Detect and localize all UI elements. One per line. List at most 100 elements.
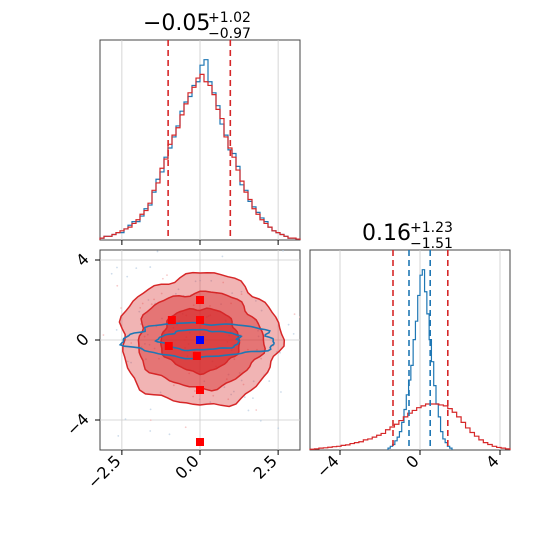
- contour-y-ticks: −4 0 4: [63, 249, 100, 440]
- scatter-point: [166, 274, 168, 277]
- scatter-point: [210, 279, 213, 282]
- scatter-point: [149, 408, 152, 411]
- scatter-point: [203, 380, 206, 383]
- red-marker: [196, 316, 204, 324]
- histogram-panel-y: −4 0 4 0.16 +1.23 −1.51: [309, 220, 511, 482]
- histogram-y-title-plus: +1.23: [410, 220, 453, 236]
- red-marker: [192, 352, 201, 360]
- histogram-y-bars: [309, 269, 511, 450]
- scatter-point: [268, 380, 271, 382]
- scatter-point: [257, 335, 260, 338]
- scatter-point: [161, 277, 164, 280]
- scatter-point: [126, 360, 129, 363]
- contour-panel: −2.5 0.0 2.5 −4 0 4: [63, 243, 367, 534]
- histogram-x-title-plus: +1.02: [208, 10, 251, 26]
- contour-markers: [164, 296, 204, 446]
- scatter-point: [227, 373, 230, 376]
- scatter-point: [209, 401, 212, 404]
- histogram-step-series: [99, 59, 301, 240]
- scatter-point: [149, 430, 152, 432]
- scatter-point: [148, 343, 151, 346]
- scatter-point: [225, 378, 228, 381]
- scatter-point: [277, 427, 280, 430]
- scatter-point: [116, 266, 118, 269]
- scatter-point: [138, 310, 141, 313]
- scatter-point: [198, 398, 201, 401]
- scatter-point: [126, 275, 129, 278]
- scatter-point: [238, 372, 241, 374]
- scatter-point: [185, 532, 187, 534]
- scatter-point: [149, 266, 152, 268]
- scatter-point: [146, 333, 149, 336]
- scatter-point: [223, 386, 226, 389]
- scatter-point: [194, 390, 196, 392]
- scatter-point: [220, 303, 222, 306]
- scatter-point: [299, 316, 300, 319]
- histogram-x-title-minus: −0.97: [208, 26, 251, 42]
- y-tick-label: −4: [63, 409, 93, 439]
- scatter-point: [150, 303, 153, 306]
- scatter-point: [116, 284, 119, 287]
- histogram-x-ticks: [121, 240, 279, 245]
- scatter-point: [149, 419, 152, 422]
- scatter-point: [188, 372, 191, 375]
- scatter-point: [135, 267, 138, 270]
- scatter-point: [254, 299, 257, 302]
- scatter-point: [120, 307, 122, 309]
- y-tick-label: 0: [72, 329, 93, 350]
- scatter-point: [140, 346, 143, 349]
- scatter-point: [130, 361, 132, 364]
- red-marker: [196, 296, 204, 304]
- histogram-x-title-value: −0.05: [143, 11, 210, 36]
- scatter-point: [247, 409, 250, 412]
- x-tick-label: −4: [313, 451, 343, 481]
- scatter-point: [255, 409, 258, 411]
- scatter-point: [222, 281, 225, 284]
- scatter-point: [168, 433, 171, 436]
- scatter-point: [243, 396, 246, 399]
- scatter-point: [293, 313, 296, 316]
- scatter-point: [77, 352, 79, 354]
- scatter-point: [143, 335, 146, 338]
- scatter-point: [221, 255, 224, 258]
- scatter-point: [282, 250, 284, 252]
- y-tick-label: 4: [72, 249, 93, 270]
- scatter-point: [141, 302, 144, 305]
- scatter-point: [147, 299, 150, 301]
- scatter-point: [365, 339, 367, 341]
- scatter-point: [174, 292, 177, 295]
- scatter-point: [230, 393, 233, 396]
- scatter-point: [246, 348, 249, 351]
- scatter-point: [139, 306, 142, 309]
- contour-x-ticks: −2.5 0.0 2.5: [84, 450, 281, 492]
- red-marker: [167, 316, 176, 324]
- scatter-point: [97, 309, 99, 311]
- histogram-x-quantile-lines: [167, 40, 232, 240]
- red-marker: [196, 386, 204, 394]
- histogram-y-frame: [309, 249, 511, 451]
- scatter-point: [256, 348, 258, 351]
- scatter-point: [153, 298, 155, 301]
- histogram-y-ticks: −4 0 4: [313, 450, 503, 482]
- scatter-point: [93, 330, 95, 332]
- scatter-point: [151, 243, 153, 245]
- scatter-point: [230, 302, 232, 305]
- scatter-point: [158, 357, 160, 360]
- scatter-point: [232, 390, 235, 393]
- red-marker: [164, 342, 173, 350]
- histogram-y-title-value: 0.16: [362, 221, 411, 246]
- scatter-point: [280, 391, 282, 393]
- scatter-point: [209, 304, 211, 307]
- scatter-point: [231, 292, 234, 294]
- scatter-point: [115, 329, 118, 331]
- red-marker: [196, 438, 204, 446]
- contour-blue-levels: [118, 321, 275, 360]
- histogram-step-series: [309, 403, 511, 450]
- x-tick-label: −2.5: [84, 451, 125, 492]
- scatter-point: [161, 317, 163, 320]
- scatter-point: [156, 250, 159, 253]
- scatter-point: [117, 435, 120, 437]
- histogram-x-bars: [99, 59, 301, 240]
- blue-contour-level: [118, 321, 275, 360]
